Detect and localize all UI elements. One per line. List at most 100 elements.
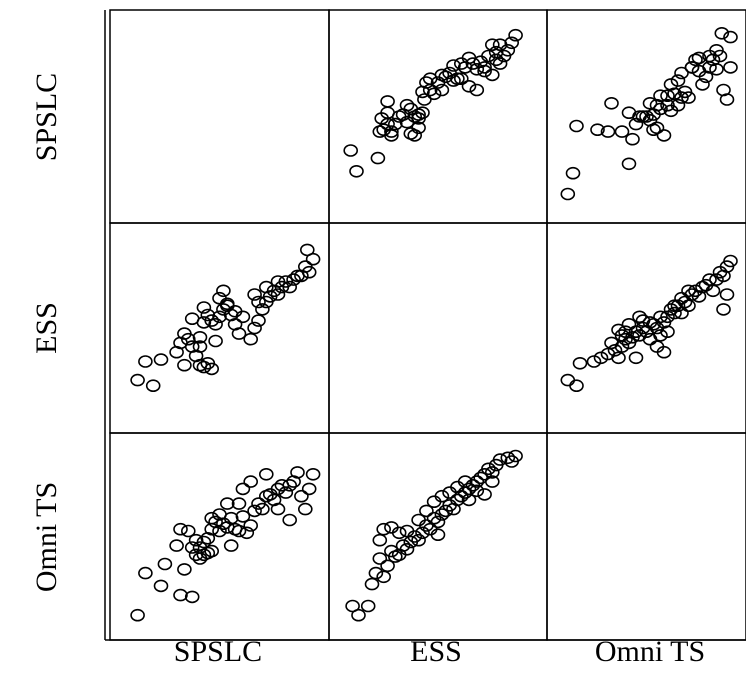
point-1-32 (446, 59, 461, 72)
point-1-21 (399, 115, 415, 129)
point-1-42 (484, 38, 500, 52)
point-3-24 (216, 284, 231, 298)
point-1-55 (484, 68, 500, 82)
column-label-2: ESS (410, 635, 462, 668)
point-1-56 (488, 53, 504, 67)
point-1-59 (411, 121, 426, 135)
point-6-55 (461, 493, 477, 507)
point-3-12 (196, 360, 212, 374)
panel-r3-c3 (546, 432, 746, 641)
point-1-3 (370, 151, 386, 165)
point-2-48 (604, 97, 619, 110)
point-6-45 (399, 524, 415, 538)
point-4-36 (705, 284, 721, 298)
point-3-51 (227, 317, 243, 331)
panel-r2-c2 (328, 222, 548, 434)
point-6-54 (477, 488, 492, 501)
point-3-15 (192, 330, 208, 344)
point-3-4 (153, 353, 169, 366)
point-3-49 (204, 362, 219, 376)
point-5-54 (204, 511, 219, 525)
point-6-46 (411, 513, 426, 527)
point-2-41 (702, 49, 717, 63)
points-layer (130, 26, 738, 622)
point-2-33 (709, 63, 724, 76)
row-label-1: SPSLC (30, 72, 63, 162)
point-6-53 (469, 484, 485, 498)
point-1-60 (422, 72, 438, 85)
point-2-18 (656, 129, 672, 142)
point-3-31 (247, 321, 262, 335)
point-6-21 (430, 515, 446, 529)
point-6-35 (484, 466, 500, 479)
point-4-48 (656, 345, 672, 359)
point-2-4 (590, 123, 605, 136)
point-6-2 (351, 608, 366, 622)
point-4-51 (632, 310, 647, 324)
point-5-52 (220, 497, 235, 510)
point-3-57 (247, 288, 262, 301)
point-3-14 (177, 358, 192, 372)
point-6-38 (500, 451, 516, 465)
point-6-7 (376, 570, 392, 584)
point-4-44 (628, 351, 644, 365)
point-3-18 (204, 314, 219, 327)
point-4-58 (681, 299, 696, 313)
point-1-8 (384, 129, 399, 142)
point-1-43 (488, 45, 504, 59)
point-3-19 (208, 317, 223, 331)
point-4-43 (716, 303, 731, 316)
point-2-5 (614, 125, 630, 138)
point-5-44 (301, 482, 317, 496)
point-6-34 (481, 462, 496, 476)
point-4-54 (614, 329, 630, 342)
point-3-52 (251, 295, 266, 309)
point-1-41 (481, 49, 496, 63)
point-4-3 (572, 356, 588, 370)
point-5-9 (173, 522, 188, 536)
point-1-50 (446, 74, 461, 87)
point-5-51 (231, 497, 247, 510)
point-1-51 (453, 72, 469, 85)
point-4-30 (684, 288, 700, 301)
point-4-35 (702, 273, 717, 286)
point-2-47 (653, 89, 668, 102)
point-4-42 (719, 288, 735, 301)
point-6-12 (395, 539, 411, 552)
point-5-18 (184, 541, 200, 554)
point-3-3 (138, 355, 153, 368)
point-1-23 (411, 108, 426, 121)
panel-r3-c2 (328, 432, 548, 641)
point-4-50 (621, 317, 637, 331)
point-5-6 (177, 563, 192, 576)
point-5-16 (192, 552, 208, 565)
point-4-29 (681, 284, 696, 298)
point-2-17 (649, 121, 665, 135)
point-6-49 (434, 489, 450, 503)
point-5-4 (173, 588, 188, 602)
point-5-46 (297, 502, 313, 516)
point-4-41 (723, 254, 738, 268)
point-1-27 (426, 87, 442, 101)
point-2-46 (660, 89, 675, 102)
point-3-48 (192, 340, 208, 353)
point-5-7 (157, 557, 173, 571)
point-2-42 (691, 51, 707, 65)
point-6-13 (399, 542, 415, 556)
point-6-22 (434, 508, 450, 521)
point-5-3 (153, 579, 169, 593)
panels-layer (104, 9, 746, 641)
point-6-57 (430, 528, 446, 542)
point-5-50 (243, 475, 258, 488)
point-2-36 (719, 93, 735, 106)
point-4-2 (569, 379, 584, 393)
point-4-1 (560, 373, 576, 387)
point-2-1 (560, 187, 576, 201)
point-6-17 (415, 526, 430, 540)
point-1-38 (469, 63, 485, 76)
point-5-33 (255, 502, 270, 516)
point-2-49 (600, 125, 616, 138)
point-2-2 (565, 166, 581, 180)
point-2-22 (670, 98, 686, 112)
point-3-56 (196, 301, 212, 314)
